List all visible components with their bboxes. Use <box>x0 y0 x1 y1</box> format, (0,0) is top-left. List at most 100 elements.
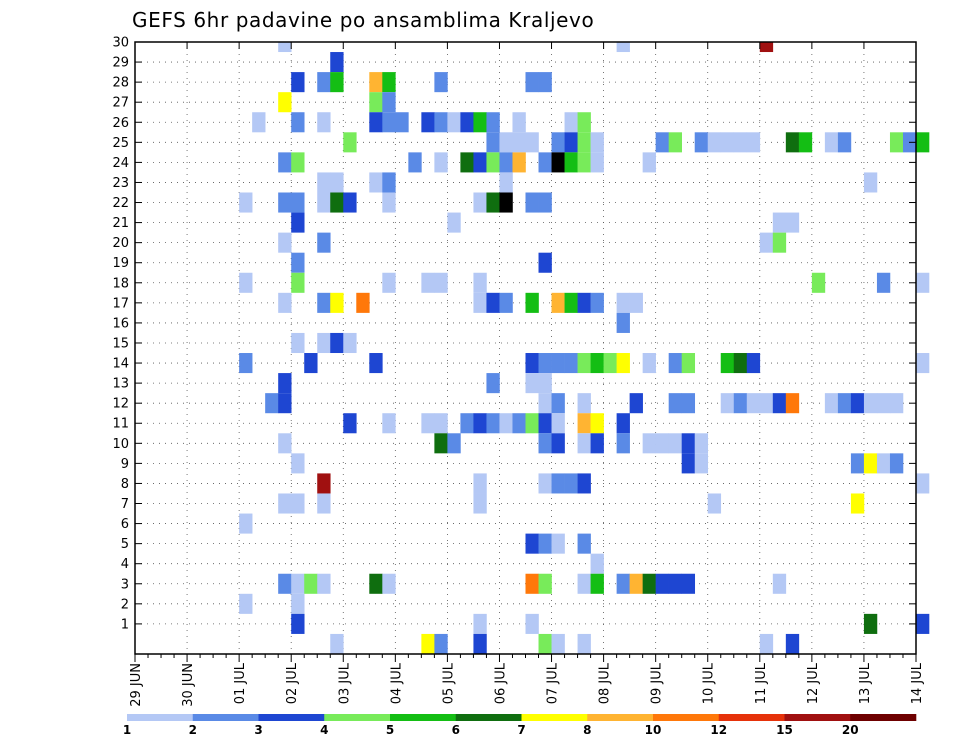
precip-cell <box>278 373 292 394</box>
precip-cell <box>239 593 253 614</box>
y-tick-label: 19 <box>112 256 129 271</box>
legend-swatch <box>324 714 391 721</box>
precip-cell <box>330 172 344 193</box>
precip-cell <box>382 72 396 93</box>
precip-cell <box>577 152 591 173</box>
precip-cell <box>798 132 813 153</box>
chart-title: GEFS 6hr padavine po ansamblima Kraljevo <box>132 8 594 32</box>
precip-cell <box>291 453 305 474</box>
precip-cell <box>434 72 448 93</box>
y-tick-label: 2 <box>121 597 129 612</box>
precip-cell <box>369 92 383 113</box>
precip-cell <box>239 192 253 213</box>
precip-cell <box>733 393 748 414</box>
precip-cell <box>772 393 787 414</box>
precip-cell <box>434 633 448 654</box>
precip-cell <box>616 413 630 434</box>
precip-cell <box>916 353 930 374</box>
precip-cell <box>642 573 656 594</box>
precip-cell <box>850 393 865 414</box>
y-tick-label: 8 <box>121 477 129 492</box>
precip-cell <box>551 292 565 313</box>
precip-cell <box>317 172 331 193</box>
precip-cell <box>876 453 891 474</box>
precip-cell <box>434 272 448 293</box>
x-tick-label: 04 JUL <box>389 662 404 704</box>
precip-cell <box>694 433 709 454</box>
precip-cell <box>278 573 292 594</box>
precip-cell <box>551 152 565 173</box>
precip-cell <box>525 373 539 394</box>
precip-cell <box>564 152 578 173</box>
y-tick-label: 11 <box>112 417 129 432</box>
precip-cell <box>590 292 604 313</box>
precip-cell <box>473 152 487 173</box>
x-tick-label: 02 JUL <box>285 662 300 704</box>
precip-cell <box>291 252 305 273</box>
legend-label: 5 <box>386 723 394 737</box>
precip-cell <box>447 112 461 133</box>
precip-cell <box>525 413 539 434</box>
precip-cell <box>551 353 565 374</box>
x-tick-label: 08 JUL <box>598 662 613 704</box>
precip-cell <box>473 633 487 654</box>
precip-cell <box>304 353 318 374</box>
precip-cell <box>525 613 539 634</box>
precip-cell <box>473 292 487 313</box>
precip-cell <box>785 633 800 654</box>
precip-cell <box>837 393 852 414</box>
precip-cell <box>278 232 292 253</box>
precip-cell <box>564 473 578 494</box>
precip-cell <box>577 353 591 374</box>
precip-cell <box>616 353 630 374</box>
precip-cell <box>421 413 435 434</box>
y-tick-label: 24 <box>112 156 129 171</box>
precip-cell <box>382 573 396 594</box>
precip-cell <box>369 112 383 133</box>
precip-cell <box>382 92 396 113</box>
precip-cell <box>681 353 696 374</box>
precip-cell <box>616 433 630 454</box>
precip-cell <box>525 292 539 313</box>
precip-cell <box>499 192 513 213</box>
precip-cell <box>291 272 305 293</box>
y-tick-label: 7 <box>121 497 129 512</box>
precip-cell <box>577 132 591 153</box>
x-tick-label: 05 JUL <box>441 662 456 704</box>
precip-cell <box>499 152 513 173</box>
precip-cell <box>564 132 578 153</box>
precip-cell <box>889 453 904 474</box>
precip-cell <box>369 573 383 594</box>
legend-swatch <box>850 714 917 721</box>
y-tick-label: 26 <box>112 116 129 131</box>
precip-cell <box>512 413 526 434</box>
precip-cell <box>707 493 722 514</box>
precip-cell <box>733 353 748 374</box>
precip-cell <box>447 433 461 454</box>
precip-cell <box>317 573 331 594</box>
precip-cell <box>668 132 682 153</box>
precip-cell <box>330 52 344 73</box>
legend-label: 7 <box>517 723 525 737</box>
legend-swatch <box>192 714 259 721</box>
precip-cell <box>421 272 435 293</box>
precip-cell <box>382 413 396 434</box>
precip-cell <box>785 212 800 233</box>
x-tick-label: 13 JUL <box>858 662 873 704</box>
x-tick-label: 30 JUN <box>181 663 196 707</box>
precip-cell <box>746 393 761 414</box>
precip-cell <box>525 72 539 93</box>
precip-cell <box>694 453 709 474</box>
precip-cell <box>746 353 761 374</box>
precip-cell <box>317 232 331 253</box>
precip-cell <box>590 573 604 594</box>
y-tick-label: 30 <box>112 36 129 51</box>
precip-cell <box>291 493 305 514</box>
precip-cell <box>590 132 604 153</box>
precip-cell <box>278 92 292 113</box>
precip-cell <box>486 132 500 153</box>
precip-cell <box>681 393 696 414</box>
precip-cell <box>772 212 787 233</box>
precip-cell <box>486 292 500 313</box>
precip-cell <box>486 192 500 213</box>
